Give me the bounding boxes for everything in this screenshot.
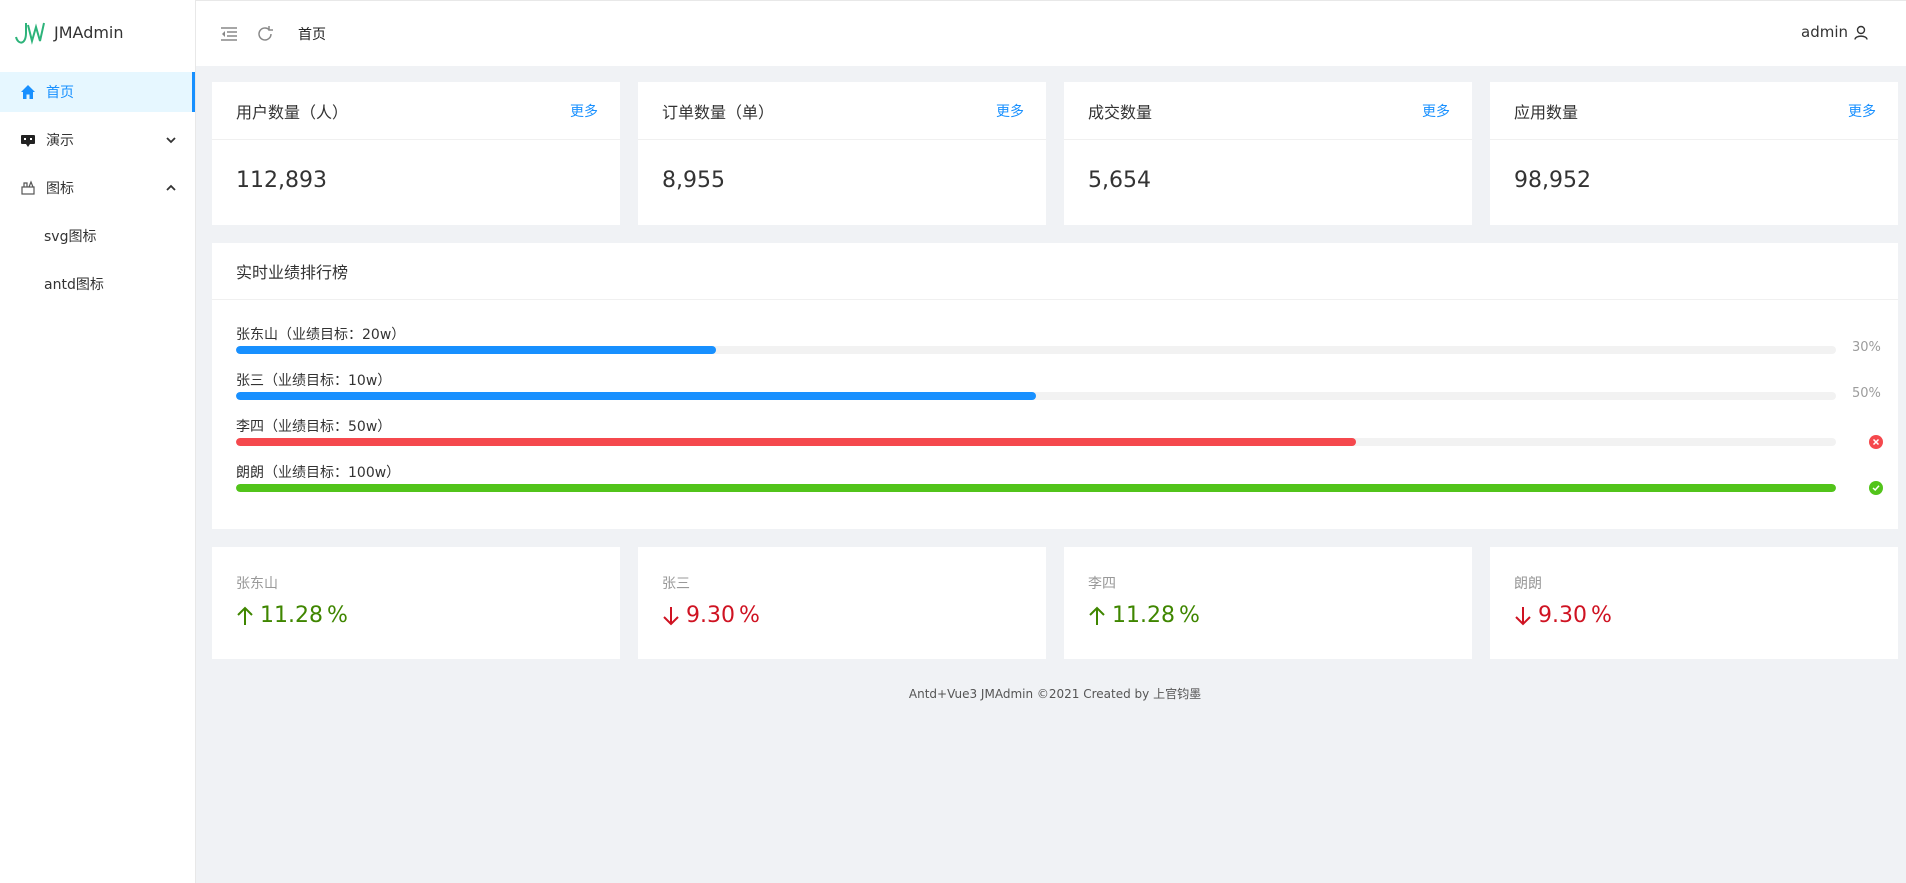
- trend-value: 9.30%: [662, 603, 1022, 628]
- trend-value: 11.28%: [236, 603, 596, 628]
- username: admin: [1801, 23, 1848, 41]
- sidebar-item-label: 首页: [46, 85, 74, 101]
- stat-card-users: 用户数量（人） 更多 112,893: [212, 82, 620, 225]
- progress-fill: [236, 392, 1036, 400]
- progress-track: [236, 346, 1836, 354]
- footer: Antd+Vue3 JMAdmin ©2021 Created by 上官钧墨: [908, 687, 1202, 701]
- ranking-list: 张东山（业绩目标：20w） 30% 张三（业绩目标：10w） 50% 李四（业绩目标：5…: [212, 300, 1898, 508]
- sidebar-item-demo[interactable]: 演示: [0, 120, 195, 160]
- sidebar-item-antd-icons[interactable]: antd图标: [0, 264, 195, 304]
- sidebar-item-svg-icons[interactable]: svg图标: [0, 216, 195, 256]
- more-link[interactable]: 更多: [996, 103, 1024, 120]
- progress-percent: 30%: [1852, 340, 1881, 355]
- trend-card: 朗朗 9.30%: [1490, 547, 1898, 659]
- trend-name: 张东山: [236, 576, 278, 592]
- stat-title: 应用数量: [1514, 102, 1579, 122]
- sidebar-item-icons[interactable]: 图标: [0, 168, 195, 208]
- ranking-row: 张东山（业绩目标：20w） 30%: [236, 324, 1898, 370]
- sidebar-item-label: 演示: [46, 133, 74, 149]
- user-menu[interactable]: admin: [1801, 23, 1868, 41]
- check-circle-icon: [1869, 481, 1883, 495]
- stat-title: 订单数量（单）: [662, 102, 775, 122]
- trend-suffix: %: [1590, 603, 1612, 628]
- app-title: JMAdmin: [54, 22, 124, 42]
- trend-value: 11.28%: [1088, 603, 1448, 628]
- trend-suffix: %: [1178, 603, 1200, 628]
- trend-suffix: %: [326, 603, 348, 628]
- trend-value: 9.30%: [1514, 603, 1874, 628]
- ranking-card: 实时业绩排行榜 张东山（业绩目标：20w） 30% 张三（业绩目标：10w） 50% 李…: [212, 243, 1898, 529]
- logo[interactable]: JMAdmin: [0, 0, 195, 64]
- progress-fill: [236, 438, 1356, 446]
- trend-number: 11.28: [1112, 603, 1175, 628]
- progress-percent: 50%: [1852, 386, 1881, 401]
- progress-fill: [236, 484, 1836, 492]
- stat-card-deals: 成交数量 更多 5,654: [1064, 82, 1472, 225]
- logo-icon: [15, 22, 45, 45]
- trend-number: 9.30: [1538, 603, 1587, 628]
- icons-icon: [20, 180, 36, 196]
- trend-card: 李四 11.28%: [1064, 547, 1472, 659]
- trend-card: 张东山 11.28%: [212, 547, 620, 659]
- stat-title: 用户数量（人）: [236, 102, 349, 122]
- trend-number: 11.28: [260, 603, 323, 628]
- sidebar-item-label: 图标: [46, 181, 74, 197]
- stat-value: 8,955: [662, 168, 725, 193]
- arrow-up-icon: [1089, 606, 1105, 625]
- ranking-row: 张三（业绩目标：10w） 50%: [236, 370, 1898, 416]
- sidebar-item-label: antd图标: [44, 277, 104, 293]
- stats-row: 用户数量（人） 更多 112,893 订单数量（单） 更多 8,955 成交数量 更多…: [212, 82, 1898, 225]
- more-link[interactable]: 更多: [1422, 103, 1450, 120]
- sidebar-menu: 首页 演示 图标 svg图标 antd图标: [0, 72, 195, 304]
- chevron-down-icon: [166, 137, 176, 144]
- user-icon: [1854, 25, 1868, 40]
- sidebar-item-label: svg图标: [44, 229, 97, 245]
- progress-track: [236, 484, 1836, 492]
- trend-number: 9.30: [686, 603, 735, 628]
- submenu-icons: svg图标 antd图标: [0, 216, 195, 304]
- refresh-icon[interactable]: [256, 25, 274, 43]
- stat-value: 98,952: [1514, 168, 1591, 193]
- ranking-row: 李四（业绩目标：50w）: [236, 416, 1898, 462]
- header: 首页 admin: [196, 0, 1906, 66]
- sidebar: JMAdmin 首页 演示 图标 svg图标: [0, 0, 196, 883]
- close-circle-icon: [1869, 435, 1883, 449]
- ranking-row: 朗朗（业绩目标：100w）: [236, 462, 1898, 508]
- stat-value: 112,893: [236, 168, 327, 193]
- menu-fold-icon[interactable]: [220, 25, 238, 43]
- trends-row: 张东山 11.28% 张三 9.30% 李四 11.28% 朗朗 9.30%: [212, 547, 1898, 659]
- more-link[interactable]: 更多: [1848, 103, 1876, 120]
- trend-card: 张三 9.30%: [638, 547, 1046, 659]
- progress-track: [236, 438, 1836, 446]
- stat-title: 成交数量: [1088, 102, 1153, 122]
- breadcrumb[interactable]: 首页: [298, 26, 326, 43]
- arrow-down-icon: [1515, 606, 1531, 625]
- ranking-title: 实时业绩排行榜: [212, 243, 1898, 300]
- ranking-label: 朗朗（业绩目标：100w）: [236, 465, 401, 481]
- demo-icon: [20, 132, 36, 148]
- ranking-label: 张东山（业绩目标：20w）: [236, 327, 406, 343]
- progress-fill: [236, 346, 716, 354]
- trend-name: 张三: [662, 576, 690, 592]
- arrow-down-icon: [663, 606, 679, 625]
- arrow-up-icon: [237, 606, 253, 625]
- progress-track: [236, 392, 1836, 400]
- ranking-label: 李四（业绩目标：50w）: [236, 419, 392, 435]
- trend-name: 朗朗: [1514, 576, 1542, 592]
- stat-card-apps: 应用数量 更多 98,952: [1490, 82, 1898, 225]
- trend-suffix: %: [738, 603, 760, 628]
- stat-card-orders: 订单数量（单） 更多 8,955: [638, 82, 1046, 225]
- more-link[interactable]: 更多: [570, 103, 598, 120]
- home-icon: [20, 84, 36, 100]
- main-content: 用户数量（人） 更多 112,893 订单数量（单） 更多 8,955 成交数量 更多…: [212, 82, 1898, 702]
- stat-value: 5,654: [1088, 168, 1151, 193]
- trend-name: 李四: [1088, 576, 1116, 592]
- chevron-up-icon: [166, 184, 176, 191]
- sidebar-item-home[interactable]: 首页: [0, 72, 195, 112]
- ranking-label: 张三（业绩目标：10w）: [236, 373, 392, 389]
